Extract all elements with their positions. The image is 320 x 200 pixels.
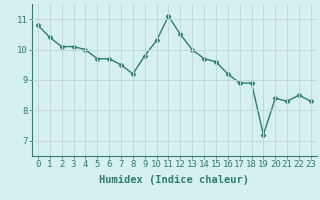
- X-axis label: Humidex (Indice chaleur): Humidex (Indice chaleur): [100, 175, 249, 185]
